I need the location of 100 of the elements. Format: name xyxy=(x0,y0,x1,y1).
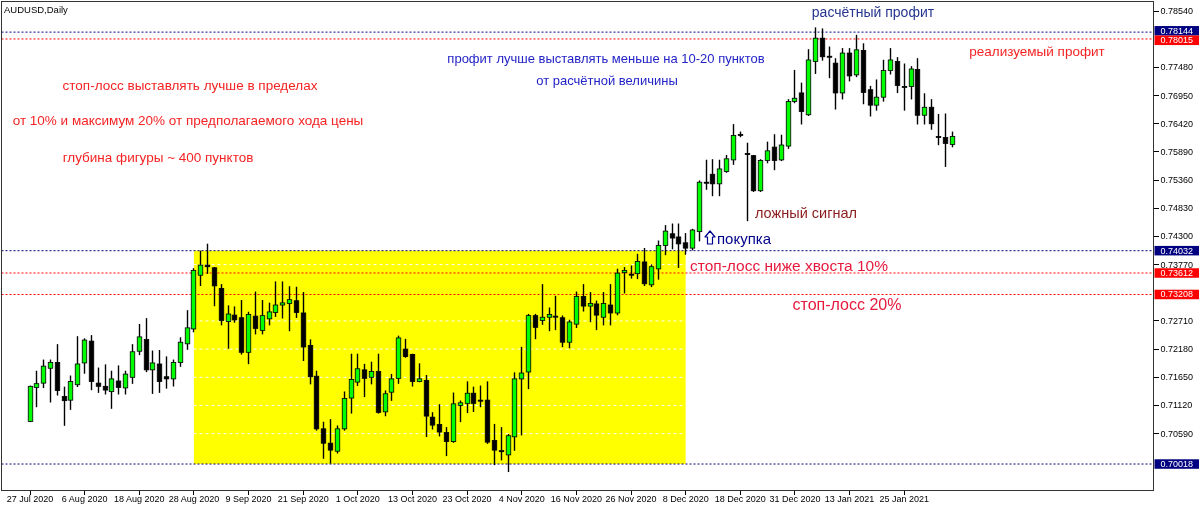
y-tick-label: 0.72180 xyxy=(1160,344,1194,355)
annotation: ложный сигнал xyxy=(755,205,857,221)
annotation: покупка xyxy=(717,229,772,247)
annotation: от расчётной величины xyxy=(536,72,678,88)
y-tick-label: 0.71650 xyxy=(1160,372,1194,383)
y-tick-label: 0.76420 xyxy=(1160,118,1194,129)
candlestick xyxy=(607,284,614,326)
ref-line-label: 0.74032 xyxy=(1160,245,1194,256)
x-tick-label: 23 Oct 2020 xyxy=(442,493,492,504)
x-tick-label: 9 Sep 2020 xyxy=(225,493,272,504)
candlestick xyxy=(566,319,573,349)
candlestick xyxy=(279,281,286,319)
y-tick-label: 0.74300 xyxy=(1160,231,1194,242)
annotation: стоп-лосс ниже хвоста 10% xyxy=(689,256,889,274)
candlestick xyxy=(887,48,894,75)
candlestick xyxy=(163,356,170,389)
y-tick-label: 0.75890 xyxy=(1160,146,1194,157)
candlestick xyxy=(457,400,464,423)
y-tick-label: 0.73770 xyxy=(1160,259,1194,270)
y-tick-label: 0.78540 xyxy=(1160,6,1194,17)
candlestick xyxy=(491,423,498,466)
x-tick-label: 4 Nov 2020 xyxy=(498,493,545,504)
x-tick-label: 26 Nov 2020 xyxy=(605,493,657,504)
x-tick-label: 16 Nov 2020 xyxy=(550,493,602,504)
candlestick xyxy=(826,46,833,79)
candlestick xyxy=(928,99,935,130)
annotation: стоп-лосс выставлять лучше в пределах xyxy=(62,77,318,93)
candlestick xyxy=(293,286,300,318)
y-tick-label: 0.76950 xyxy=(1160,90,1194,101)
candlestick xyxy=(95,367,102,393)
candlestick xyxy=(771,134,778,171)
candlestick xyxy=(443,427,450,457)
candlestick xyxy=(170,359,177,387)
y-tick-label: 0.74830 xyxy=(1160,203,1194,214)
candlestick xyxy=(689,228,696,251)
chart-title: AUDUSD,Daily xyxy=(4,3,69,15)
candlestick xyxy=(764,141,771,164)
candlestick xyxy=(682,233,689,255)
candlestick xyxy=(136,323,143,356)
ref-line-label: 0.73208 xyxy=(1160,289,1194,300)
candlestick xyxy=(819,28,826,61)
candlestick xyxy=(211,267,218,307)
y-tick-label: 0.71120 xyxy=(1160,400,1193,411)
candlestick xyxy=(846,48,853,82)
candlestick xyxy=(648,264,655,288)
candlestick xyxy=(921,93,928,125)
candlestick xyxy=(942,113,949,167)
annotation: глубина фигуры ~ 400 пунктов xyxy=(62,149,254,165)
candlestick xyxy=(115,365,122,395)
candlestick xyxy=(74,336,81,388)
candlestick xyxy=(388,373,395,401)
candlestick xyxy=(600,292,607,326)
candlestick xyxy=(259,300,266,335)
x-tick-label: 1 Oct 2020 xyxy=(335,493,380,504)
candlestick xyxy=(744,142,751,222)
annotation: реализуемый профит xyxy=(969,43,1105,59)
x-tick-label: 8 Dec 2020 xyxy=(662,493,709,504)
x-tick-label: 31 Dec 2020 xyxy=(769,493,821,504)
annotation: от 10% и максимум 20% от предполагаемого хода цены xyxy=(12,112,364,128)
x-tick-label: 27 Jul 2020 xyxy=(6,493,54,504)
candlestick xyxy=(580,284,587,312)
candlestick xyxy=(716,159,723,197)
x-tick-label: 6 Aug 2020 xyxy=(61,493,108,504)
x-tick-label: 13 Oct 2020 xyxy=(387,493,437,504)
candlestick xyxy=(320,421,327,459)
candlestick xyxy=(252,291,259,335)
candlestick xyxy=(368,361,375,385)
candlestick xyxy=(798,82,805,125)
candlestick xyxy=(539,284,546,325)
ref-line-label: 0.78015 xyxy=(1160,35,1194,46)
candlestick xyxy=(894,57,901,94)
candlestick xyxy=(935,114,942,146)
x-tick-label: 25 Jan 2021 xyxy=(879,493,929,504)
y-tick-label: 0.77480 xyxy=(1160,62,1194,73)
x-tick-label: 13 Jan 2021 xyxy=(824,493,875,504)
candlestick xyxy=(621,267,628,294)
candlestick xyxy=(327,419,334,464)
x-tick-label: 28 Aug 2020 xyxy=(168,493,220,504)
candlestick xyxy=(532,313,539,340)
candlestick xyxy=(436,404,443,437)
candlestick xyxy=(204,243,211,274)
candlestick xyxy=(47,359,54,403)
y-tick-label: 0.75360 xyxy=(1160,175,1194,186)
candlestick xyxy=(634,253,641,280)
candlestick xyxy=(382,390,389,417)
candlestick xyxy=(901,63,908,111)
candlestick xyxy=(812,27,819,74)
candlestick xyxy=(641,247,648,287)
x-tick-label: 18 Aug 2020 xyxy=(114,493,165,504)
x-tick-label: 21 Sep 2020 xyxy=(277,493,329,504)
candlestick xyxy=(122,370,129,395)
annotation: стоп-лосс 20% xyxy=(792,295,902,313)
candlestick xyxy=(778,134,785,162)
candlestick xyxy=(334,425,341,454)
candlestick xyxy=(156,350,163,393)
ref-line-label: 0.70018 xyxy=(1160,459,1194,470)
ref-line-label: 0.78144 xyxy=(1160,25,1194,36)
candlestick xyxy=(498,427,505,461)
annotation: расчётный профит xyxy=(811,4,935,20)
y-tick-label: 0.70590 xyxy=(1160,428,1194,439)
